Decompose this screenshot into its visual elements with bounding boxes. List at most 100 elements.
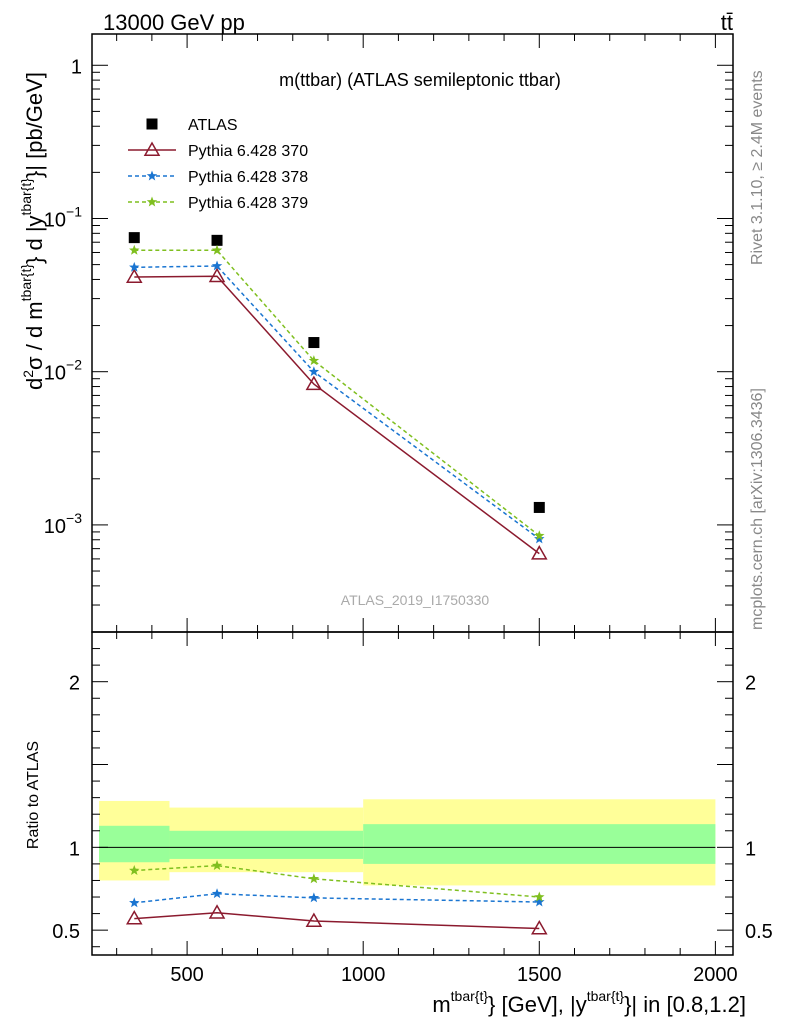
main-point-pythia-6-428-370-1	[208, 267, 226, 283]
ratio-y-axis-label: Ratio to ATLAS	[25, 741, 42, 849]
ylabel-part-a: d	[22, 378, 47, 390]
ratio-ytick-label-right-0: 0.5	[745, 921, 773, 943]
ratio-line-pythia-6-428-378	[134, 892, 540, 904]
main-ytick-label-exp-1: −1	[66, 203, 82, 219]
main-point-pythia-6-428-379-1	[211, 244, 223, 255]
legend-label-pythia-6-428-378: Pythia 6.428 378	[188, 169, 308, 186]
ratio-point-pythia-6-428-378-0	[129, 897, 140, 908]
main-point-pythia-6-428-378-3	[534, 533, 545, 544]
main-axis-ticks	[92, 34, 733, 633]
main-ytick-label-1: 10−1	[44, 203, 82, 231]
ratio-point-pythia-6-428-378-1	[211, 888, 223, 899]
ratio-ytick-label-right-2: 2	[745, 673, 756, 695]
ratio-ytick-label-left-1: 1	[69, 838, 80, 860]
ratio-series-group	[125, 860, 548, 935]
main-ytick-label-base-3: 10	[44, 516, 66, 538]
ratio-point-pythia-6-428-370-0	[125, 910, 143, 925]
ratio-plot-frame	[91, 631, 734, 956]
main-y-axis-label: d2σ / d mtbar{t}} d |ytbar{t}}| [pb/GeV]	[18, 72, 47, 390]
ylabel-part-e: } d |y	[22, 215, 47, 264]
xlabel-part-e: }| in [0.8,1.2]	[624, 992, 746, 1017]
ratio-band-green-2	[363, 824, 716, 864]
ratio-point-pythia-6-428-370-3	[530, 919, 548, 935]
ratio-axis-ticks	[92, 632, 733, 955]
ratio-point-pythia-6-428-379-0	[129, 865, 140, 875]
collision-energy-label: 13000 GeV pp	[103, 10, 245, 35]
x-axis-label: mtbar{t}} [GeV], |ytbar{t}}| in [0.8,1.2…	[432, 988, 746, 1017]
rivet-version-label: Rivet 3.1.10, ≥ 2.4M events	[749, 70, 766, 265]
ratio-line-pythia-6-428-370	[134, 912, 540, 930]
ratio-point-pythia-6-428-379-3	[534, 891, 545, 902]
main-point-atlas-1	[211, 234, 223, 246]
ylabel-part-c: σ / d m	[22, 301, 47, 370]
mcplots-label: mcplots.cern.ch [arXiv:1306.3436]	[749, 388, 766, 630]
main-ytick-label-2: 10−2	[44, 357, 82, 385]
ylabel-part-f: tbar{t}	[18, 178, 34, 216]
main-y-tick-labels: 110−110−210−3	[44, 56, 82, 538]
legend-label-pythia-6-428-370: Pythia 6.428 370	[188, 143, 308, 160]
main-ytick-label-0: 1	[71, 56, 82, 78]
main-point-pythia-6-428-378-2	[308, 366, 320, 377]
ratio-point-pythia-6-428-378-2	[308, 892, 320, 903]
legend-marker-atlas	[146, 118, 158, 130]
legend-item-pythia-6-428-379: Pythia 6.428 379	[128, 195, 308, 212]
analysis-watermark: ATLAS_2019_I1750330	[341, 592, 490, 608]
legend: ATLAS Pythia 6.428 370 Pythia 6.428 378 Pyt…	[128, 117, 308, 212]
ratio-band-green-0	[99, 825, 170, 863]
xlabel-part-c: } [GeV], |y	[488, 992, 587, 1017]
ratio-uncertainty-bands	[99, 799, 716, 886]
xlabel-part-b: tbar{t}	[451, 988, 489, 1004]
ratio-tick-labels: 500 1000 1500 2000 0.5 0.5 1 1 2 2	[52, 673, 773, 986]
legend-marker-pythia-6-428-379	[146, 196, 158, 207]
x-tick-label-1000: 1000	[341, 964, 386, 986]
ylabel-part-g: }| [pb/GeV]	[22, 72, 47, 178]
ratio-ytick-label-left-2: 2	[69, 673, 80, 695]
x-tick-label-2000: 2000	[693, 964, 738, 986]
main-point-pythia-6-428-378-0	[129, 261, 140, 272]
main-line-pythia-6-428-370	[134, 275, 540, 555]
legend-marker-pythia-6-428-370	[143, 141, 161, 156]
ylabel-part-b: 2	[20, 370, 36, 378]
main-point-pythia-6-428-370-0	[125, 268, 143, 284]
ratio-ytick-label-left-0: 0.5	[52, 921, 80, 943]
main-point-atlas-2	[308, 337, 320, 349]
x-tick-label-1500: 1500	[517, 964, 562, 986]
main-ytick-label-exp-3: −3	[66, 510, 82, 526]
ratio-ytick-label-right-1: 1	[745, 838, 756, 860]
main-point-atlas-0	[128, 232, 140, 244]
legend-item-pythia-6-428-378: Pythia 6.428 378	[128, 169, 308, 186]
legend-item-pythia-6-428-370: Pythia 6.428 370	[128, 141, 308, 160]
ratio-band-green-1	[169, 830, 364, 859]
ratio-point-pythia-6-428-370-2	[305, 912, 323, 928]
main-ytick-label-base-0: 1	[71, 56, 82, 78]
main-point-pythia-6-428-379-0	[129, 244, 140, 255]
main-series-group	[125, 232, 548, 560]
main-point-pythia-6-428-370-3	[530, 545, 548, 560]
x-tick-label-500: 500	[170, 964, 203, 986]
main-point-pythia-6-428-378-1	[211, 260, 223, 271]
ratio-point-pythia-6-428-378-3	[534, 896, 545, 907]
xlabel-part-a: m	[432, 992, 450, 1017]
legend-label-pythia-6-428-379: Pythia 6.428 379	[188, 195, 308, 212]
main-point-pythia-6-428-379-3	[534, 530, 545, 541]
main-ytick-label-base-2: 10	[44, 363, 66, 385]
ratio-point-pythia-6-428-370-1	[208, 904, 226, 919]
legend-item-atlas: ATLAS	[146, 117, 238, 134]
main-ytick-label-base-1: 10	[44, 209, 66, 231]
main-point-pythia-6-428-379-2	[308, 355, 320, 366]
plot-title: m(ttbar) (ATLAS semileptonic ttbar)	[279, 70, 561, 90]
xlabel-part-d: tbar{t}	[587, 988, 625, 1004]
legend-label-atlas: ATLAS	[188, 117, 238, 134]
main-point-atlas-3	[533, 501, 545, 513]
main-point-pythia-6-428-370-2	[305, 375, 323, 391]
ratio-panel: 500 1000 1500 2000 0.5 0.5 1 1 2 2 Ratio to ATLAS…	[25, 631, 773, 1017]
legend-marker-pythia-6-428-378	[146, 170, 158, 181]
ratio-point-pythia-6-428-379-1	[211, 860, 223, 870]
ylabel-part-d: tbar{t}	[18, 264, 34, 302]
ratio-point-pythia-6-428-379-2	[308, 873, 320, 884]
main-ytick-label-exp-2: −2	[66, 357, 82, 373]
main-ytick-label-3: 10−3	[44, 510, 82, 538]
main-panel: 110−110−210−3 m(ttbar) (ATLAS semilepton…	[18, 33, 734, 633]
main-line-pythia-6-428-379	[134, 249, 540, 537]
